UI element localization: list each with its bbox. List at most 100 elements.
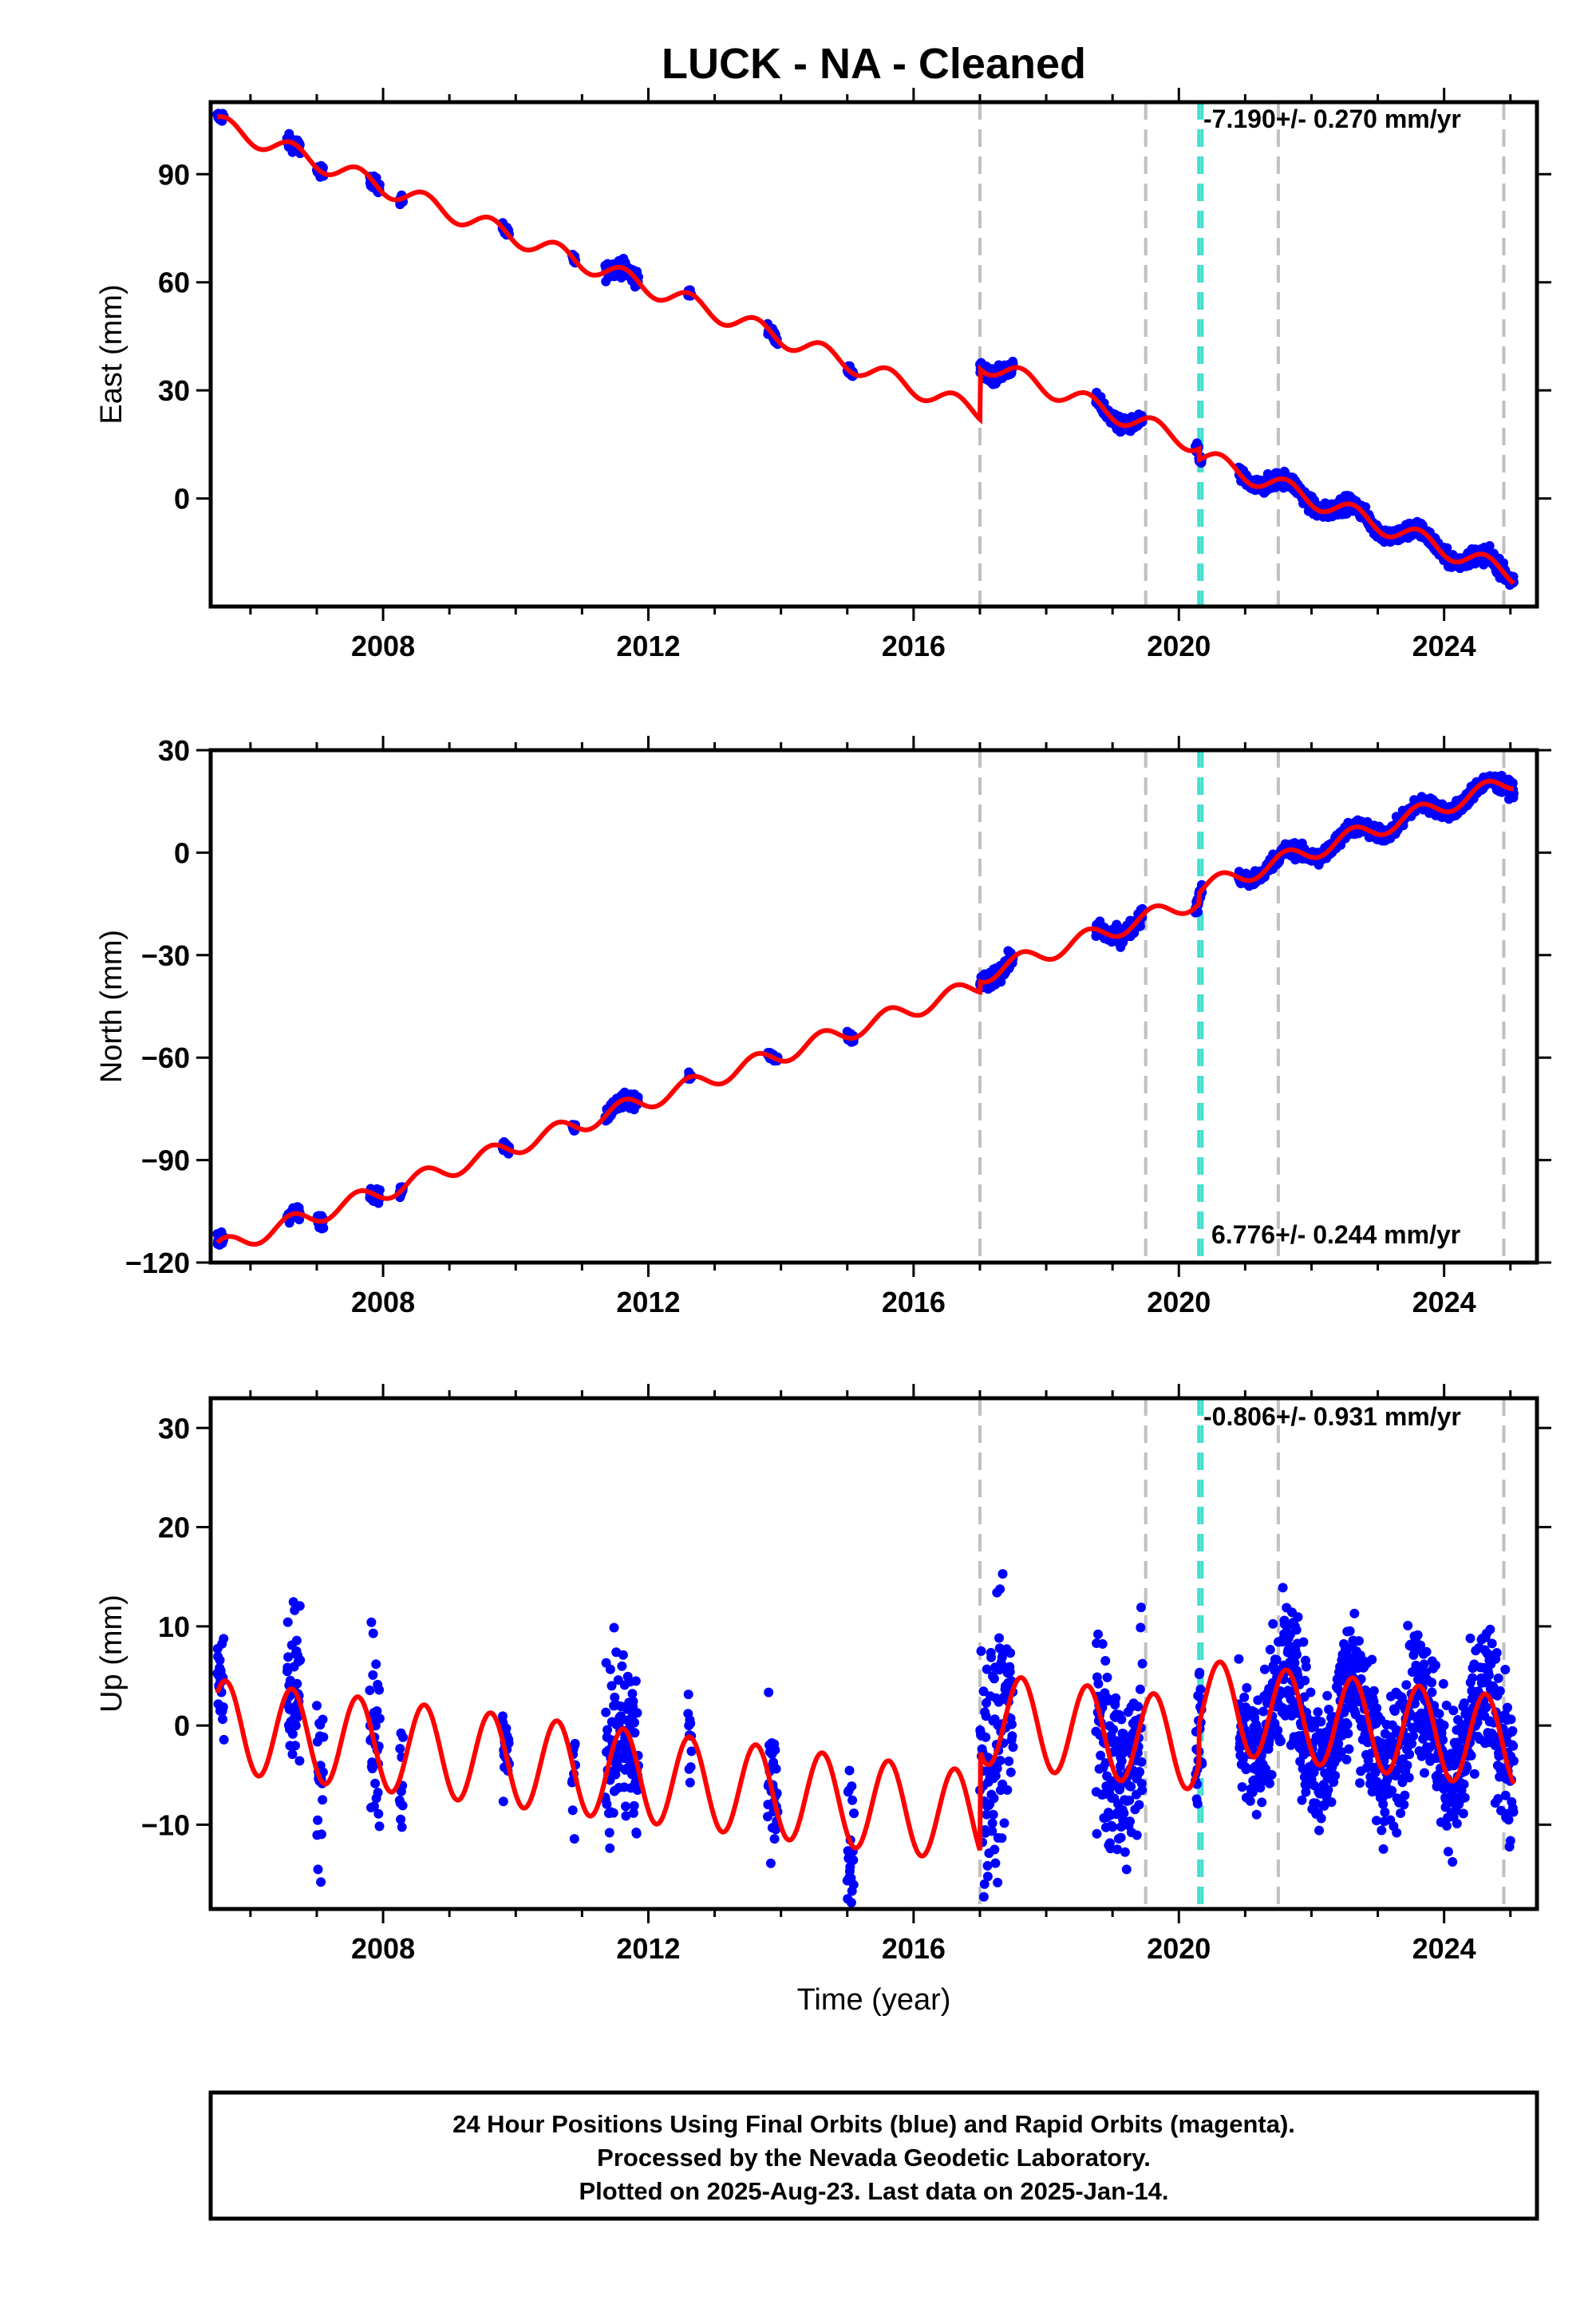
data-point: [1195, 1684, 1206, 1694]
data-point: [1404, 1749, 1415, 1760]
x-axis-label: Time (year): [797, 1983, 951, 2017]
y-tick-label: 20: [158, 1512, 190, 1544]
data-point: [1326, 1797, 1337, 1808]
data-point: [1116, 1714, 1127, 1725]
data-point: [848, 1879, 859, 1890]
data-point: [990, 1858, 1001, 1868]
data-point: [1093, 1629, 1103, 1639]
data-point: [982, 1871, 993, 1882]
data-point: [1458, 1808, 1468, 1819]
data-point: [318, 1732, 329, 1742]
data-point: [290, 1721, 301, 1731]
data-point: [1002, 1784, 1013, 1795]
y-axis-label: Up (mm): [95, 1595, 128, 1713]
data-point: [1125, 1816, 1135, 1827]
data-point: [1353, 1636, 1364, 1646]
data-point: [621, 1811, 631, 1821]
data-point: [998, 1569, 1008, 1579]
data-point: [567, 1805, 578, 1816]
data-point: [1380, 1807, 1390, 1817]
data-point: [628, 1696, 638, 1706]
data-point: [219, 1734, 229, 1745]
data-point: [978, 1891, 989, 1902]
data-point: [609, 1622, 619, 1633]
data-point: [993, 1877, 1003, 1887]
data-point: [1242, 1682, 1252, 1693]
x-tick-label: 2012: [616, 1286, 680, 1318]
data-point: [1508, 1807, 1519, 1817]
x-tick-label: 2020: [1147, 1286, 1211, 1318]
data-point: [1314, 1825, 1324, 1836]
data-point: [618, 1650, 628, 1660]
data-point: [1485, 1624, 1495, 1634]
data-point: [1322, 1690, 1333, 1701]
data-point: [848, 1855, 859, 1865]
x-tick-label: 2020: [1147, 1932, 1211, 1965]
data-point: [631, 1828, 642, 1839]
y-tick-label: 0: [174, 1709, 190, 1742]
data-point: [1005, 1666, 1015, 1677]
data-point: [1503, 1702, 1512, 1713]
x-tick-label: 2016: [882, 1286, 946, 1318]
data-point: [569, 1834, 579, 1844]
data-point: [1330, 1770, 1341, 1780]
data-point: [366, 1617, 377, 1627]
x-tick-label: 2012: [616, 1932, 680, 1965]
data-point: [1443, 1847, 1453, 1857]
data-point: [1192, 1799, 1203, 1809]
north-panel: 2008 2012 2016 2020 2024300−30−60−90−120Nort…: [95, 734, 1551, 1318]
data-point: [1493, 1673, 1503, 1683]
y-tick-label: 30: [158, 374, 190, 407]
data-point: [847, 1795, 858, 1805]
figure-title: LUCK - NA - Cleaned: [662, 40, 1086, 88]
data-point: [1136, 1757, 1147, 1767]
data-point: [1378, 1844, 1389, 1854]
data-point: [1265, 1645, 1275, 1654]
data-point: [685, 1762, 696, 1773]
panel-frame: [208, 748, 1539, 1265]
data-point: [1092, 1828, 1102, 1839]
data-point: [1268, 1618, 1278, 1629]
data-point: [685, 1718, 696, 1729]
data-point: [632, 1708, 642, 1718]
model-curve: [215, 778, 1515, 1247]
data-point: [1468, 1673, 1478, 1683]
data-point: [844, 1765, 855, 1776]
data-point: [989, 1674, 999, 1684]
data-point: [1506, 1714, 1516, 1725]
data-point: [398, 1732, 408, 1742]
data-point: [1195, 1667, 1205, 1678]
footer-box: 24 Hour Positions Using Final Orbits (bl…: [208, 2090, 1539, 2221]
data-point: [373, 1788, 383, 1798]
x-tick-label: 2024: [1412, 630, 1476, 662]
data-point: [1137, 1658, 1148, 1669]
data-point: [1342, 1719, 1353, 1729]
data-point: [294, 1601, 305, 1611]
data-point: [994, 1633, 1004, 1643]
data-point: [1466, 1750, 1476, 1761]
data-point: [1116, 1756, 1127, 1766]
data-point: [1439, 1720, 1449, 1730]
data-point: [608, 1808, 618, 1818]
data-point: [1419, 1659, 1429, 1670]
y-tick-label: −10: [141, 1808, 190, 1841]
data-point: [1508, 1756, 1519, 1766]
data-point: [291, 1635, 302, 1646]
data-point: [1239, 1692, 1250, 1702]
data-point: [1245, 1796, 1255, 1806]
data-point: [1120, 1847, 1130, 1857]
data-point: [630, 1717, 639, 1728]
data-point: [1291, 1625, 1302, 1635]
data-point: [1306, 1687, 1316, 1697]
data-point: [996, 977, 1006, 987]
data-point: [1344, 1744, 1354, 1754]
data-point: [1408, 1731, 1418, 1741]
x-tick-label: 2016: [882, 1932, 946, 1965]
data-point: [374, 1685, 385, 1695]
data-point: [1234, 1654, 1244, 1664]
data-point: [1349, 1608, 1360, 1618]
data-point: [1469, 1769, 1479, 1779]
